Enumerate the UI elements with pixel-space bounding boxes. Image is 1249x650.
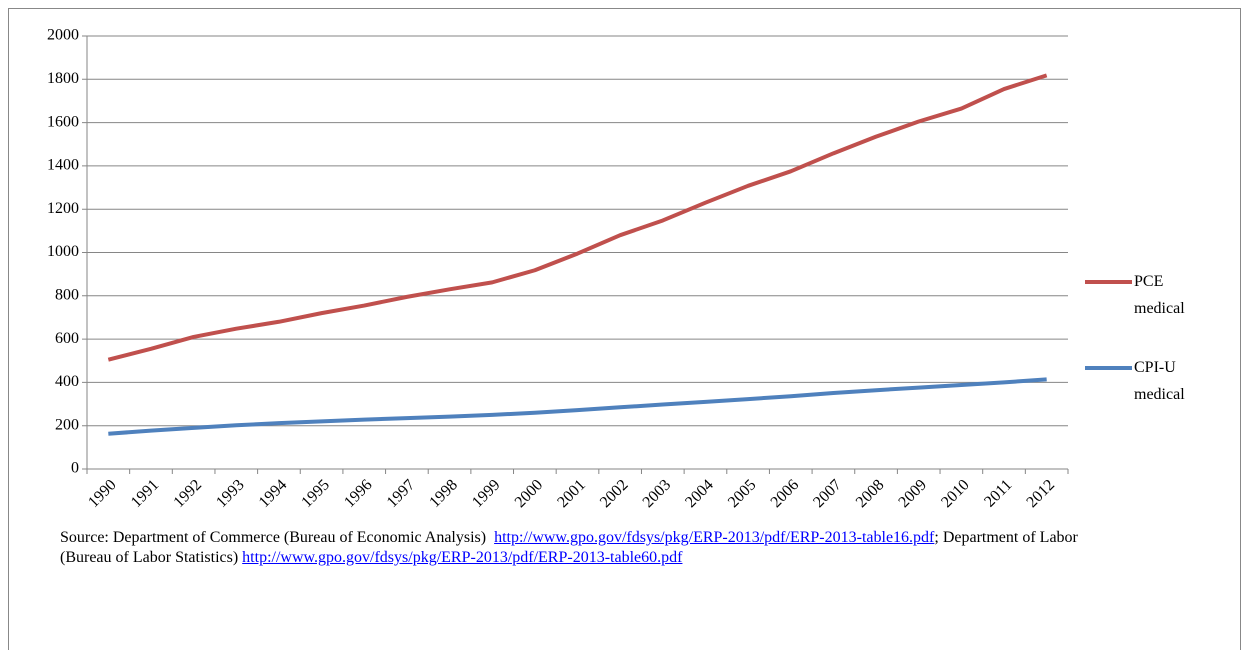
x-tick-label: 1991 xyxy=(128,476,163,511)
x-tick-label: 1998 xyxy=(426,476,461,511)
x-tick-label: 2012 xyxy=(1023,476,1058,511)
x-tick-label: 2003 xyxy=(640,476,675,511)
source-note: Source: Department of Commerce (Bureau o… xyxy=(60,528,1100,568)
chart-border xyxy=(8,8,1241,650)
x-tick-label: 2005 xyxy=(725,476,760,511)
y-tick-label: 2000 xyxy=(47,27,79,44)
x-tick-label: 2002 xyxy=(597,476,632,511)
x-tick-label: 1999 xyxy=(469,476,504,511)
y-tick-label: 1800 xyxy=(47,70,79,87)
y-tick-label: 600 xyxy=(55,330,79,347)
x-tick-label: 2001 xyxy=(554,476,589,511)
source-link[interactable]: http://www.gpo.gov/fdsys/pkg/ERP-2013/pd… xyxy=(494,529,935,546)
x-tick-label: 2000 xyxy=(512,476,547,511)
x-tick-label: 2010 xyxy=(938,476,973,511)
y-tick-label: 400 xyxy=(55,373,79,390)
x-tick-label: 2009 xyxy=(895,476,930,511)
x-tick-label: 1990 xyxy=(85,476,120,511)
y-tick-label: 800 xyxy=(55,286,79,303)
x-tick-label: 1995 xyxy=(298,476,333,511)
x-tick-label: 2008 xyxy=(853,476,888,511)
y-tick-label: 1400 xyxy=(47,157,79,174)
y-tick-label: 1600 xyxy=(47,113,79,130)
x-tick-label: 2011 xyxy=(981,476,1015,510)
x-tick-label: 2006 xyxy=(768,476,803,511)
line-series xyxy=(107,73,1048,362)
x-tick-label: 1992 xyxy=(170,476,205,511)
source-text: ; Department of Labor (Bureau of Labor S… xyxy=(60,529,1078,566)
legend-label: CPI-U medical xyxy=(1134,359,1185,403)
x-tick-label: 1996 xyxy=(341,476,376,511)
line-series xyxy=(108,377,1047,436)
source-link[interactable]: http://www.gpo.gov/fdsys/pkg/ERP-2013/pd… xyxy=(242,549,683,566)
y-tick-label: 200 xyxy=(55,416,79,433)
x-tick-label: 1993 xyxy=(213,476,248,511)
y-tick-label: 1200 xyxy=(47,200,79,217)
y-tick-label: 0 xyxy=(71,460,79,477)
legend-label: PCE medical xyxy=(1134,273,1185,317)
x-tick-label: 2007 xyxy=(810,476,845,511)
x-tick-label: 1994 xyxy=(256,476,291,511)
y-tick-label: 1000 xyxy=(47,243,79,260)
x-tick-label: 2004 xyxy=(682,476,717,511)
source-text: Source: Department of Commerce (Bureau o… xyxy=(60,529,487,546)
x-tick-label: 1997 xyxy=(384,476,419,511)
